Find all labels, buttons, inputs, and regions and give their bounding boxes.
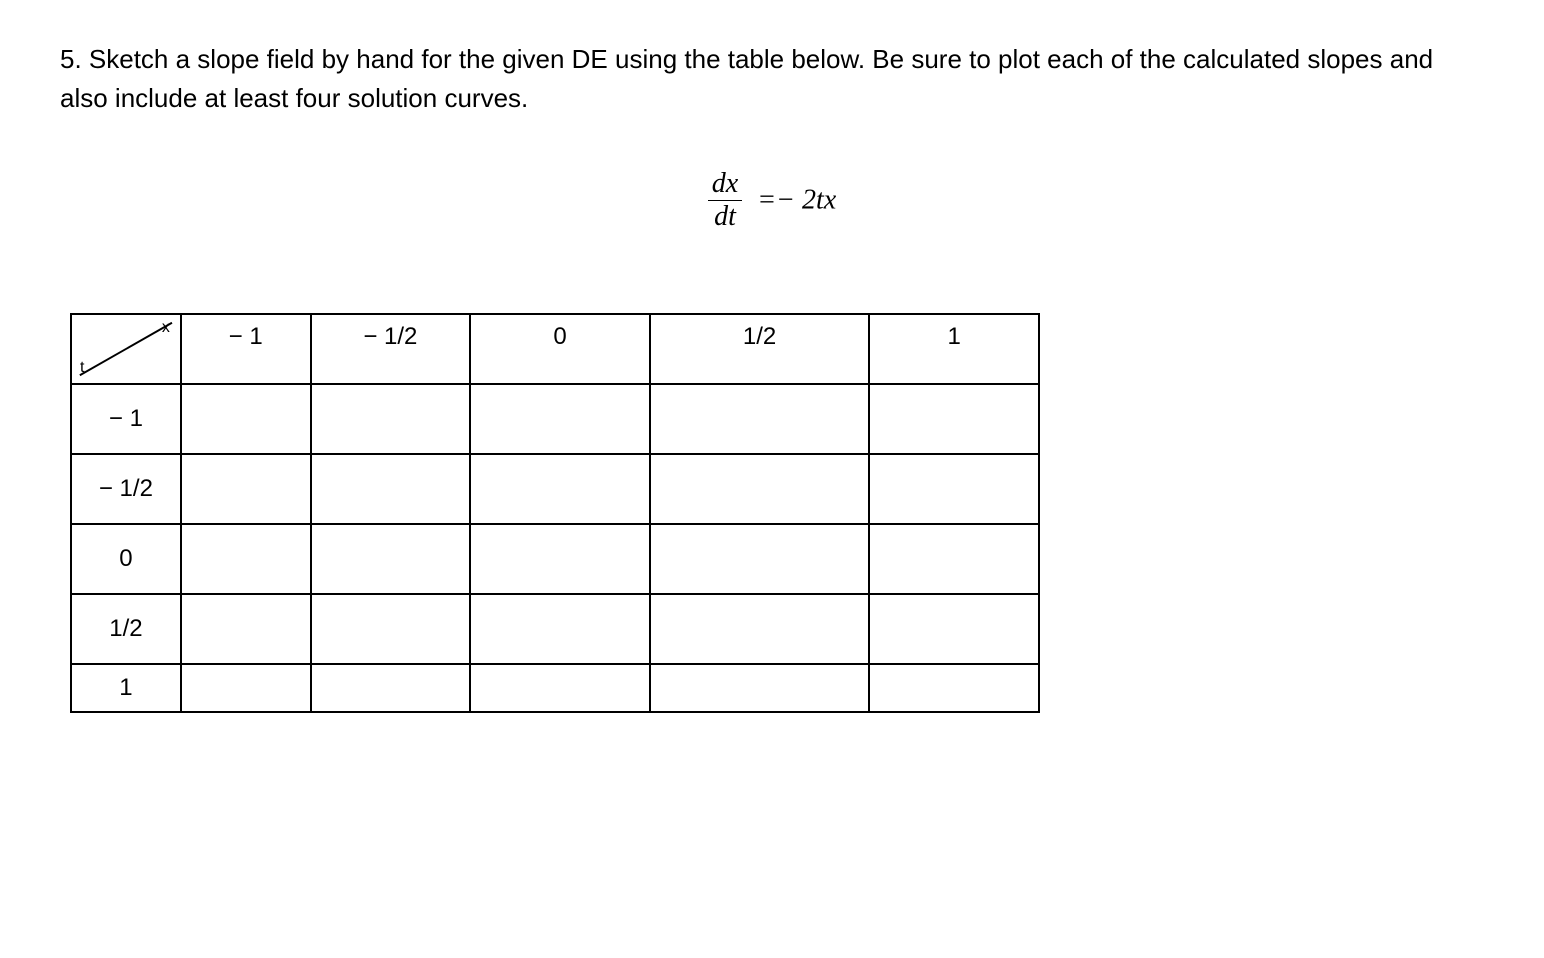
table-cell bbox=[470, 384, 650, 454]
table-cell bbox=[311, 524, 471, 594]
question-text: 5. Sketch a slope field by hand for the … bbox=[60, 40, 1484, 118]
table-cell bbox=[650, 594, 870, 664]
col-header: − 1 bbox=[181, 314, 311, 384]
equation-numerator: dx bbox=[708, 168, 742, 201]
table-cell bbox=[470, 664, 650, 712]
table-cell bbox=[650, 384, 870, 454]
table-cell bbox=[650, 454, 870, 524]
table-cell bbox=[181, 664, 311, 712]
table-row: 1/2 bbox=[71, 594, 1039, 664]
table-header-row: x t − 1 − 1/2 0 1/2 1 bbox=[71, 314, 1039, 384]
table-cell bbox=[311, 454, 471, 524]
differential-equation: dx dt =− 2tx bbox=[60, 168, 1484, 233]
table-cell bbox=[470, 454, 650, 524]
corner-t-label: t bbox=[80, 359, 84, 377]
table-cell bbox=[869, 594, 1039, 664]
table-cell bbox=[470, 594, 650, 664]
table-cell bbox=[311, 384, 471, 454]
table-cell bbox=[869, 664, 1039, 712]
table-cell bbox=[311, 594, 471, 664]
table-cell bbox=[311, 664, 471, 712]
table-cell bbox=[181, 454, 311, 524]
table-cell bbox=[181, 384, 311, 454]
table-row: − 1/2 bbox=[71, 454, 1039, 524]
row-header: − 1/2 bbox=[71, 454, 181, 524]
table-cell bbox=[650, 664, 870, 712]
row-header: − 1 bbox=[71, 384, 181, 454]
table-row: − 1 bbox=[71, 384, 1039, 454]
col-header: 1 bbox=[869, 314, 1039, 384]
equation-rhs: =− 2tx bbox=[757, 185, 836, 216]
table-cell bbox=[869, 454, 1039, 524]
corner-cell: x t bbox=[71, 314, 181, 384]
row-header: 1/2 bbox=[71, 594, 181, 664]
row-header: 1 bbox=[71, 664, 181, 712]
table-cell bbox=[869, 524, 1039, 594]
table-cell bbox=[869, 384, 1039, 454]
equation-denominator: dt bbox=[708, 201, 742, 233]
slope-table: x t − 1 − 1/2 0 1/2 1 − 1 − 1/2 0 1/2 bbox=[70, 313, 1040, 713]
table-cell bbox=[650, 524, 870, 594]
table-row: 1 bbox=[71, 664, 1039, 712]
col-header: − 1/2 bbox=[311, 314, 471, 384]
col-header: 1/2 bbox=[650, 314, 870, 384]
table-cell bbox=[470, 524, 650, 594]
table-cell bbox=[181, 594, 311, 664]
col-header: 0 bbox=[470, 314, 650, 384]
corner-x-label: x bbox=[162, 319, 170, 337]
table-cell bbox=[181, 524, 311, 594]
row-header: 0 bbox=[71, 524, 181, 594]
table-row: 0 bbox=[71, 524, 1039, 594]
equation-fraction: dx dt bbox=[708, 168, 742, 233]
